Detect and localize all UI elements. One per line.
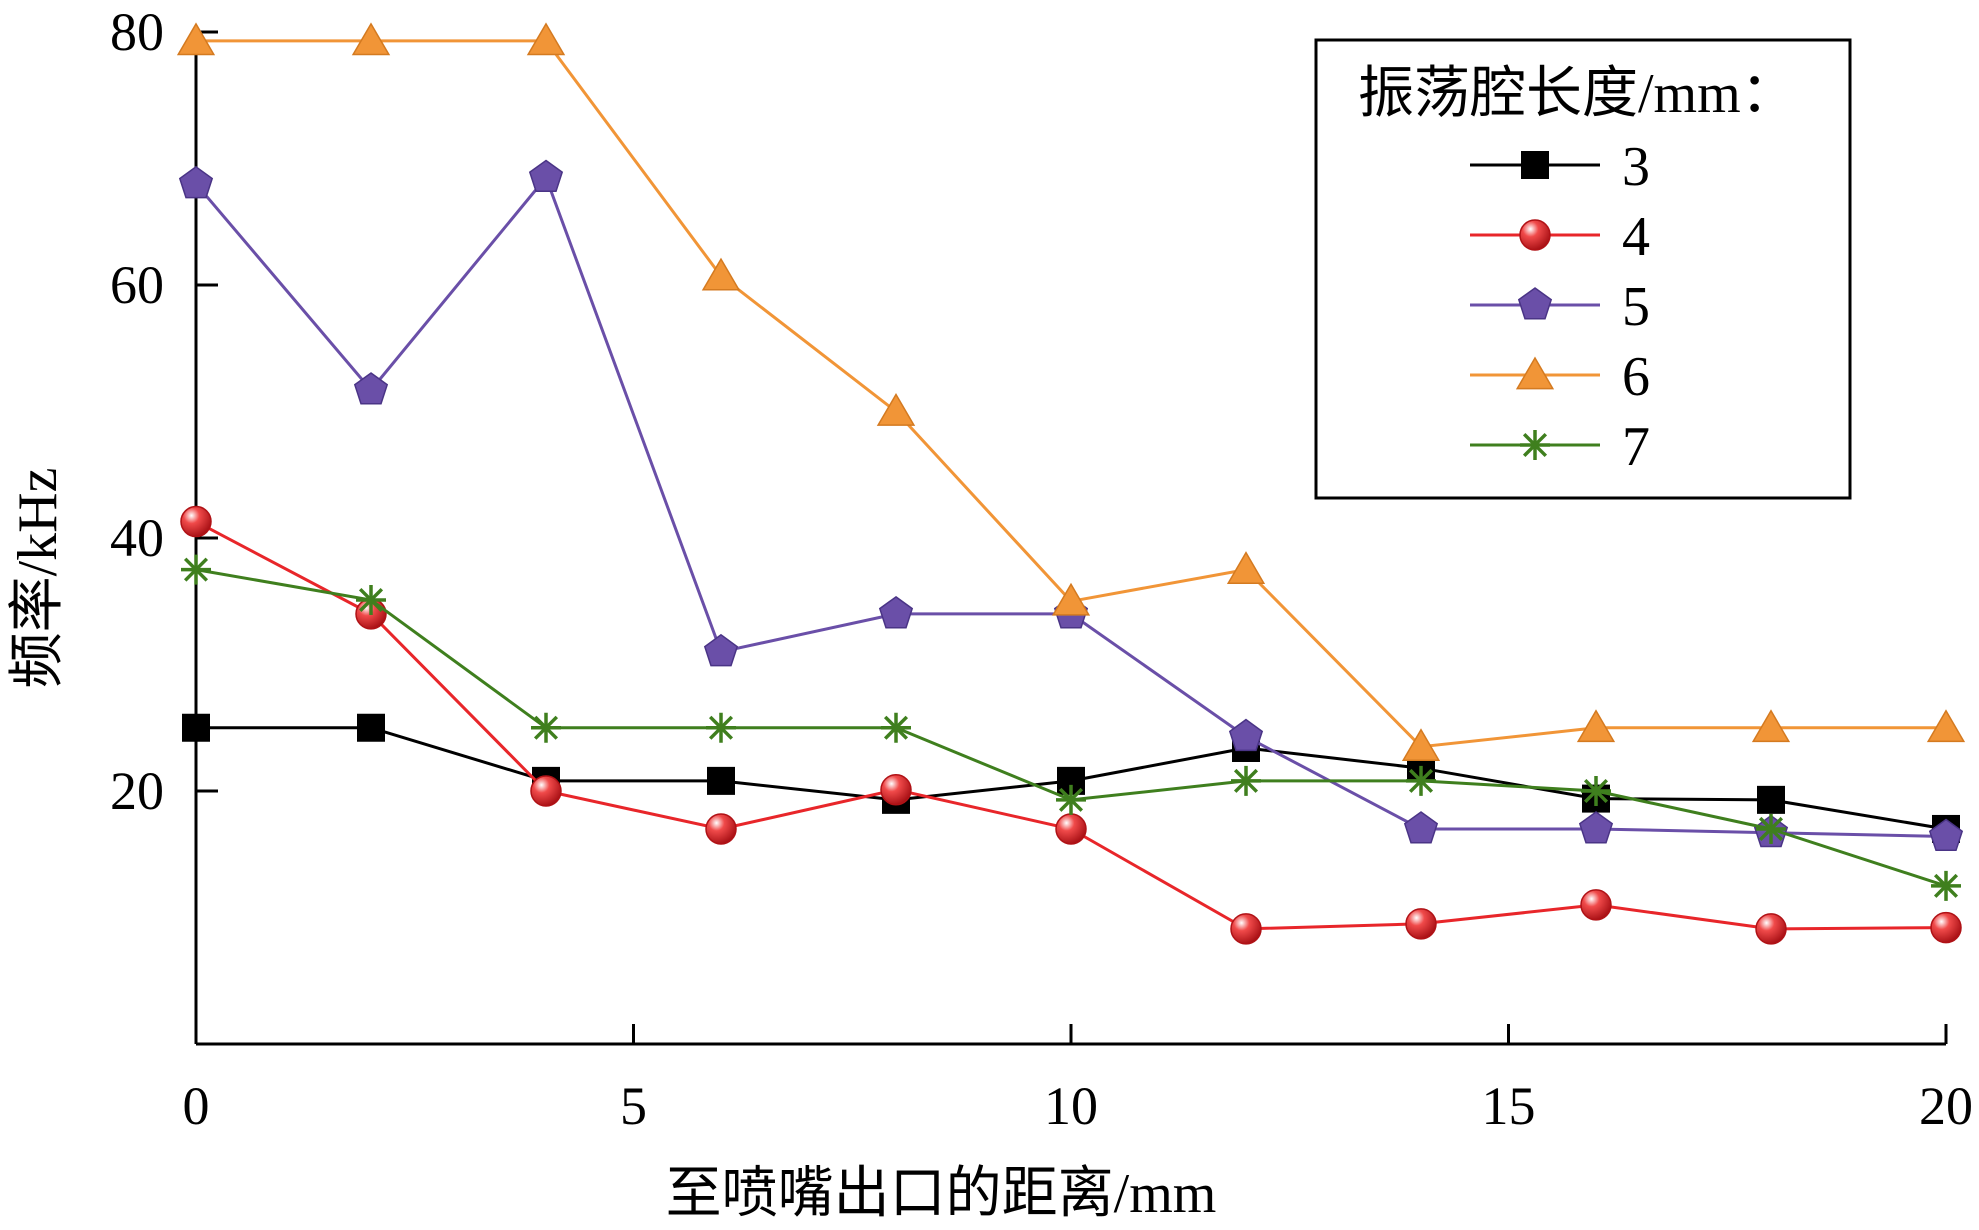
asterisk-stroke bbox=[708, 715, 734, 740]
series-3-point bbox=[1757, 785, 1785, 814]
series-7-point bbox=[706, 712, 736, 743]
series-6-point bbox=[1751, 709, 1791, 743]
series-4-point bbox=[1405, 908, 1437, 940]
series-4-point bbox=[530, 775, 562, 807]
series-4-point bbox=[1055, 813, 1087, 845]
series-7-point bbox=[531, 712, 561, 743]
series-4 bbox=[180, 505, 1962, 945]
legend-marker bbox=[1515, 356, 1555, 390]
legend-label: 4 bbox=[1622, 206, 1650, 268]
series-5-point bbox=[178, 165, 214, 199]
legend-item-5: 5 bbox=[1470, 276, 1650, 338]
x-tick-label: 5 bbox=[620, 1076, 647, 1136]
legend-marker bbox=[1521, 151, 1549, 179]
legend-item-4: 4 bbox=[1470, 206, 1650, 268]
x-tick-label: 0 bbox=[183, 1076, 210, 1136]
legend-title: 振荡腔长度/mm： bbox=[1358, 63, 1797, 125]
series-3-point bbox=[707, 766, 735, 795]
x-axis-title: 至喷嘴出口的距离/mm bbox=[666, 1163, 1217, 1225]
legend-item-3: 3 bbox=[1470, 136, 1650, 198]
series-4-point bbox=[180, 505, 212, 538]
series-7-point bbox=[1056, 784, 1086, 815]
series-5 bbox=[178, 159, 1964, 852]
legend-label: 3 bbox=[1622, 136, 1650, 198]
axes: 0 5 10 15 20 20 40 60 80 至喷嘴出口的距离/mm 频率/kHz bbox=[7, 2, 1973, 1225]
series-5-point bbox=[1578, 811, 1614, 844]
series-7-point bbox=[1231, 765, 1261, 796]
asterisk-stroke bbox=[883, 715, 909, 740]
series-6 bbox=[176, 22, 1966, 762]
series-5-point bbox=[703, 633, 739, 667]
series-7-point bbox=[1581, 776, 1611, 806]
series-7-point bbox=[1931, 870, 1961, 901]
series-5-point bbox=[353, 372, 389, 405]
y-tick-label: 20 bbox=[110, 761, 164, 821]
series-7-point bbox=[356, 584, 386, 615]
series-3-point bbox=[357, 713, 385, 742]
y-tick-label: 40 bbox=[110, 508, 164, 568]
series-7-point bbox=[181, 554, 211, 585]
asterisk-stroke bbox=[533, 715, 559, 740]
y-tick-label: 60 bbox=[110, 255, 164, 315]
y-axis-title: 频率/kHz bbox=[7, 468, 69, 689]
series-6-point bbox=[1401, 728, 1441, 762]
legend-box bbox=[1314, 38, 1852, 500]
asterisk-stroke bbox=[1522, 432, 1548, 458]
series-6-point bbox=[176, 22, 216, 56]
asterisk-stroke bbox=[1583, 778, 1609, 804]
x-tick-label: 10 bbox=[1044, 1076, 1098, 1136]
asterisk-stroke bbox=[1408, 768, 1434, 793]
asterisk-stroke bbox=[358, 587, 384, 613]
series-6-point bbox=[1051, 582, 1091, 616]
series-4-point bbox=[1580, 889, 1612, 921]
series-4-point bbox=[1930, 911, 1962, 944]
series-4-line bbox=[195, 520, 1947, 931]
series-6-point bbox=[526, 22, 566, 56]
series-6-point bbox=[701, 257, 741, 291]
series-7 bbox=[181, 554, 1961, 901]
series-4-point bbox=[705, 813, 737, 845]
series-7-point bbox=[1756, 813, 1786, 844]
series-5-point bbox=[1228, 718, 1264, 752]
asterisk-stroke bbox=[1758, 816, 1784, 841]
series-6-point bbox=[876, 393, 916, 426]
series-4-point bbox=[880, 773, 912, 806]
legend: 振荡腔长度/mm： 3 4 5 6 7 bbox=[1314, 38, 1852, 500]
asterisk-stroke bbox=[1933, 873, 1959, 898]
legend-label: 5 bbox=[1622, 276, 1650, 338]
asterisk-stroke bbox=[1233, 768, 1259, 793]
legend-marker bbox=[1517, 287, 1553, 320]
legend-marker bbox=[1519, 219, 1551, 251]
series-layer bbox=[176, 22, 1966, 945]
series-5-point bbox=[528, 159, 564, 192]
series-7-point bbox=[1406, 765, 1436, 796]
series-4-point bbox=[1230, 913, 1262, 945]
legend-label: 7 bbox=[1622, 416, 1650, 478]
legend-item-7: 7 bbox=[1470, 416, 1650, 478]
legend-item-6: 6 bbox=[1470, 346, 1650, 408]
legend-label: 6 bbox=[1622, 346, 1650, 408]
series-6-point bbox=[1926, 709, 1966, 743]
asterisk-stroke bbox=[1058, 787, 1084, 812]
series-5-point bbox=[1403, 811, 1439, 844]
series-4-point bbox=[1755, 913, 1787, 945]
series-6-point bbox=[351, 22, 391, 56]
series-6-point bbox=[1576, 709, 1616, 743]
y-tick-label: 80 bbox=[110, 2, 164, 62]
series-5-point bbox=[1928, 818, 1964, 852]
x-tick-label: 20 bbox=[1919, 1076, 1973, 1136]
series-6-point bbox=[1226, 551, 1266, 584]
series-7-point bbox=[881, 712, 911, 743]
series-3-point bbox=[182, 713, 210, 742]
series-5-point bbox=[878, 595, 914, 629]
x-tick-label: 15 bbox=[1482, 1076, 1536, 1136]
asterisk-stroke bbox=[183, 557, 209, 582]
legend-marker bbox=[1520, 430, 1550, 460]
